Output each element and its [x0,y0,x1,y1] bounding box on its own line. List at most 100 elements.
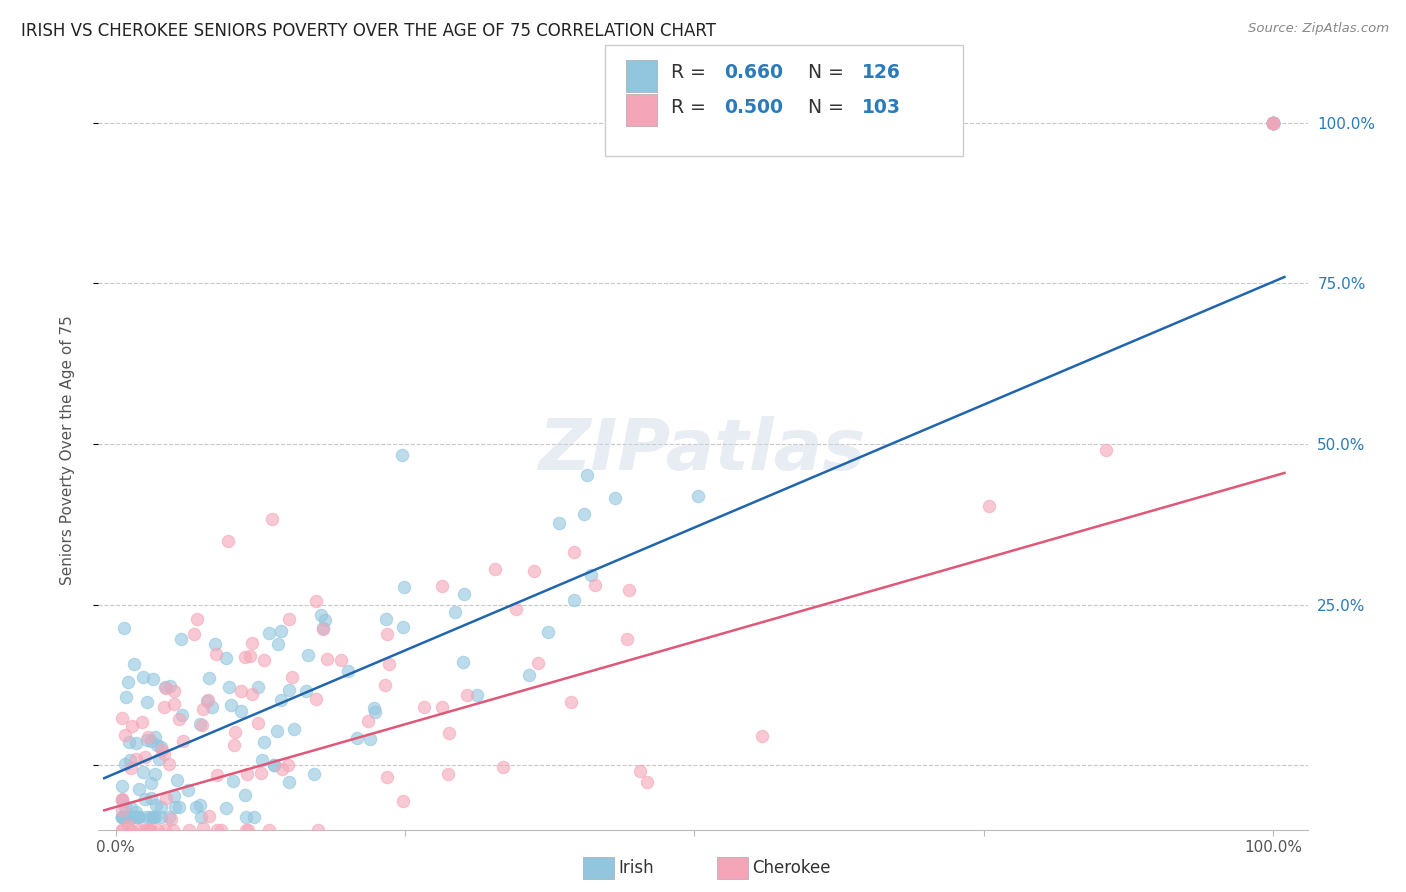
Point [233,649,256,664]
Point [139,734,162,748]
Point [312,622,335,636]
Text: N =: N = [808,98,851,117]
Point [115,690,138,704]
Point [149,800,172,814]
Point [205,822,228,837]
Point [1261,116,1284,130]
Point [377,657,399,671]
Point [138,730,160,744]
Point [110,793,132,807]
Point [492,760,515,774]
Point [979,499,1001,513]
Point [145,797,167,812]
Point [505,602,527,616]
Point [177,783,200,797]
Point [177,822,200,837]
Point [188,798,211,813]
Point [128,782,150,797]
Point [201,699,224,714]
Point [235,810,257,824]
Point [110,810,132,824]
Point [312,621,335,635]
Point [214,651,236,665]
Y-axis label: Seniors Poverty Over the Age of 75: Seniors Poverty Over the Age of 75 [60,316,75,585]
Point [453,587,475,601]
Point [346,731,368,745]
Point [374,677,396,691]
Point [316,652,339,666]
Point [527,656,550,670]
Point [574,508,596,522]
Point [628,764,651,778]
Point [1261,116,1284,130]
Point [484,562,506,576]
Point [219,698,242,712]
Point [127,810,149,824]
Point [439,725,461,739]
Point [616,632,638,647]
Point [166,773,188,788]
Point [1261,116,1284,130]
Point [263,757,285,772]
Point [311,607,333,622]
Point [120,822,142,837]
Point [110,810,132,824]
Point [392,620,415,634]
Point [190,810,212,824]
Point [307,822,329,837]
Point [239,648,262,663]
Point [1261,116,1284,130]
Point [605,491,627,505]
Point [583,578,606,592]
Point [160,812,183,826]
Point [240,636,263,650]
Point [139,776,162,790]
Point [197,809,219,823]
Point [143,730,166,744]
Point [135,810,157,824]
Point [155,790,177,805]
Point [314,613,336,627]
Point [564,545,586,559]
Text: 0.500: 0.500 [724,98,783,117]
Point [136,733,159,747]
Point [153,822,176,837]
Point [198,671,221,685]
Point [110,810,132,824]
Point [146,738,169,752]
Point [337,664,360,678]
Point [142,810,165,824]
Point [456,688,478,702]
Point [110,810,132,824]
Point [122,657,145,672]
Point [413,699,436,714]
Point [260,512,283,526]
Point [120,761,142,775]
Point [218,681,240,695]
Text: 103: 103 [862,98,901,117]
Point [246,716,269,731]
Text: Source: ZipAtlas.com: Source: ZipAtlas.com [1249,22,1389,36]
Point [159,679,181,693]
Point [167,712,190,726]
Point [277,683,299,698]
Point [215,801,238,815]
Point [375,770,398,784]
Point [195,694,218,708]
Point [231,704,253,718]
Point [297,648,319,663]
Point [278,612,301,626]
Point [363,700,385,714]
Point [295,684,318,698]
Point [117,674,139,689]
Point [148,752,170,766]
Point [141,790,163,805]
Point [1261,116,1284,130]
Point [142,810,165,824]
Point [436,766,458,780]
Point [240,688,263,702]
Point [430,579,453,593]
Point [263,757,285,772]
Point [359,731,381,746]
Point [1261,116,1284,130]
